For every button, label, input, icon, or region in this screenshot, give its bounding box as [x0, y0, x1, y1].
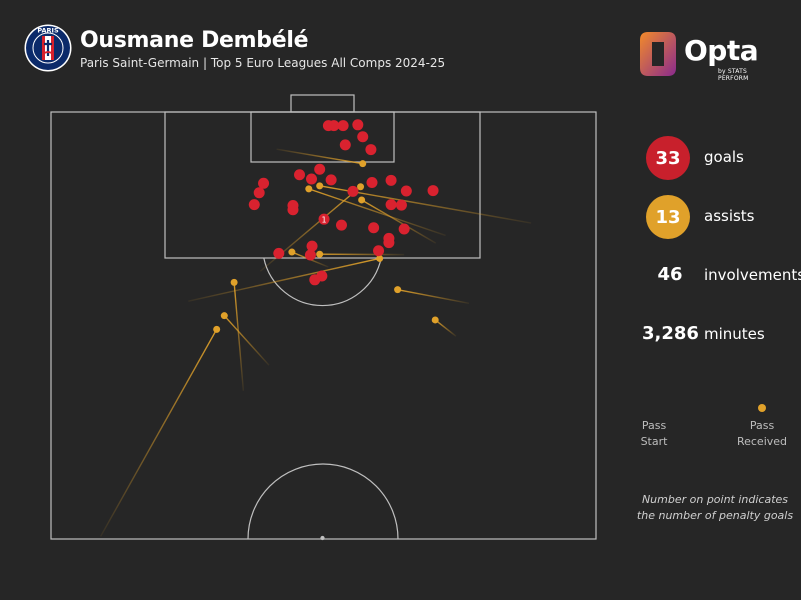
assist-pass-line — [434, 319, 457, 337]
legend-start-line1: Pass — [641, 419, 667, 432]
goal-shot-point — [368, 222, 380, 234]
assist-pass-line — [99, 329, 218, 537]
assist-pass-line — [233, 282, 245, 391]
penalty-goal-count-label: 1 — [321, 215, 326, 224]
minutes-count: 3,286 — [642, 323, 699, 344]
psg-crest-logo: PARIS — [24, 24, 72, 72]
center-circle — [247, 463, 399, 540]
assist-pass-received-point — [358, 196, 366, 204]
assist-pass-line — [223, 315, 270, 366]
assists-count: 13 — [646, 195, 690, 239]
legend-pass-start: Pass Start — [630, 418, 678, 450]
subtitle: Paris Saint-Germain | Top 5 Euro Leagues… — [80, 56, 446, 70]
involvements-count: 46 — [657, 264, 683, 285]
penalty-note-line1: Number on point indicates — [641, 493, 789, 506]
goal-shot-point — [258, 177, 270, 189]
opta-mark-icon — [640, 32, 676, 76]
assist-pass-received-point — [357, 183, 365, 191]
player-name: Ousmane Dembélé — [80, 28, 309, 53]
assist-pass-received-point — [213, 325, 221, 333]
assist-pass-line — [397, 288, 470, 304]
assists-label: assists — [704, 207, 755, 225]
goals-stat: 33 goals — [646, 136, 796, 180]
goal-shot-point — [309, 274, 321, 286]
goal-shot-point — [339, 139, 351, 151]
goal-shot-point — [427, 185, 439, 197]
goals-layer: 1 — [248, 119, 439, 286]
assist-pass-received-point — [316, 182, 324, 190]
brand-name: Opta — [684, 34, 759, 67]
assist-pass-received-point — [431, 316, 439, 324]
goal-shot-point — [248, 199, 260, 211]
goal-shot-point — [383, 237, 395, 249]
goal-shot-point — [325, 174, 337, 186]
pitch-outline — [50, 111, 597, 540]
goal-shot-point — [318, 213, 330, 225]
minutes-label: minutes — [704, 325, 765, 343]
assist-pass-received-point — [316, 250, 324, 258]
goal-shot-point — [304, 249, 316, 261]
assist-pass-received-point — [394, 286, 402, 294]
goals-count: 33 — [646, 136, 690, 180]
pass-legend: Pass Start Pass Received — [630, 398, 800, 458]
svg-text:PARIS: PARIS — [37, 27, 59, 35]
assist-pass-line — [276, 148, 363, 165]
goals-label: goals — [704, 148, 744, 166]
legend-pass-received-dot — [758, 404, 766, 412]
goal-shot-point — [385, 174, 397, 186]
involvements-stat: 46 involvements — [646, 254, 801, 298]
legend-start-line2: Start — [640, 435, 668, 448]
goal-shot-point — [400, 185, 412, 197]
goal-shot-point — [366, 176, 378, 188]
minutes-stat: 3,286 minutes — [642, 313, 796, 357]
assists-stat: 13 assists — [646, 195, 796, 239]
goal-shot-point — [253, 187, 265, 199]
penalty-arc — [263, 257, 382, 307]
goal-shot-point — [328, 120, 340, 132]
assist-pass-line — [361, 199, 437, 244]
involvements-label: involvements — [704, 266, 801, 284]
goal — [290, 94, 355, 113]
goal-shot-point — [347, 185, 359, 197]
brand-sub: by STATS PERFORM — [718, 68, 749, 82]
penalty-note-line2: the number of penalty goals — [636, 509, 794, 522]
goal-shot-point — [294, 169, 306, 181]
legend-end-line2: Received — [736, 435, 788, 448]
goal-shot-point — [365, 144, 377, 156]
assist-pass-received-point — [359, 160, 367, 168]
goal-shot-point — [306, 240, 318, 252]
assist-pass-received-point — [288, 248, 296, 256]
legend-pass-line — [654, 404, 766, 412]
goal-shot-point — [395, 199, 407, 211]
header: PARIS Ousmane Dembélé Paris Saint-Germai… — [0, 0, 801, 90]
goal-shot-point — [398, 223, 410, 235]
center-spot — [320, 535, 325, 541]
legend-pass-received: Pass Received — [734, 418, 790, 450]
goal-shot-point — [306, 173, 318, 185]
goal-shot-point — [337, 120, 349, 132]
assist-pass-received-point — [220, 312, 228, 320]
goal-shot-point — [352, 119, 364, 131]
assist-pass-received-point — [230, 278, 238, 286]
assist-pass-received-point — [305, 185, 313, 193]
penalty-note: Number on point indicates the number of … — [630, 492, 800, 524]
assist-pass-line — [188, 257, 380, 302]
legend-end-line1: Pass — [749, 419, 775, 432]
goal-shot-point — [287, 204, 299, 216]
goal-shot-point — [373, 245, 385, 257]
goal-shot-point — [273, 247, 285, 259]
goal-shot-point — [385, 199, 397, 211]
goal-shot-point — [314, 163, 326, 175]
opta-logo: Opta by STATS PERFORM — [638, 30, 778, 86]
goal-shot-point — [335, 219, 347, 231]
assist-pass-received-point — [376, 254, 384, 262]
assist-pass-line — [308, 188, 446, 237]
goal-shot-point — [357, 131, 369, 143]
